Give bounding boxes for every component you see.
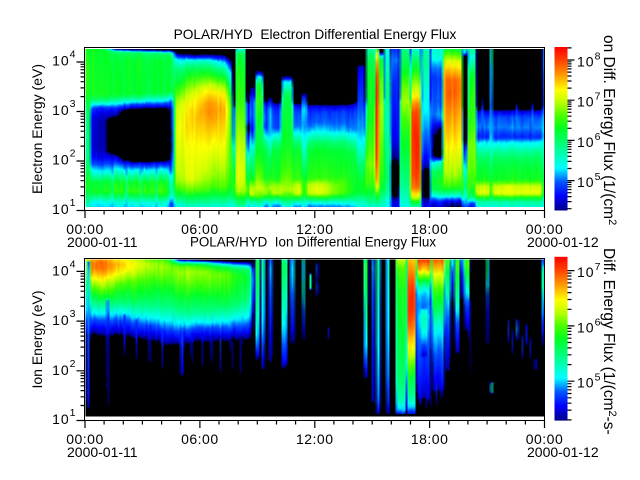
svg-text:00:00: 00:00 bbox=[526, 431, 564, 447]
svg-text:POLAR/HYD Ion Differential En: POLAR/HYD Ion Differential Energy Flux bbox=[190, 235, 436, 250]
svg-text:Electron Energy (eV): Electron Energy (eV) bbox=[29, 64, 45, 194]
svg-text:06:00: 06:00 bbox=[181, 221, 219, 237]
svg-text:2000-01-12: 2000-01-12 bbox=[527, 444, 599, 460]
svg-text:101: 101 bbox=[52, 197, 76, 217]
svg-text:POLAR/HYD Electron Differenti: POLAR/HYD Electron Differential Energy F… bbox=[174, 27, 457, 42]
svg-text:2000-01-11: 2000-01-11 bbox=[67, 444, 138, 460]
svg-text:106: 106 bbox=[577, 131, 601, 150]
svg-text:Diff. Energy Flux (1/(cm2-s-: Diff. Energy Flux (1/(cm2-s- bbox=[600, 248, 618, 435]
svg-text:on Diff. Energy Flux (1/(cm2: on Diff. Energy Flux (1/(cm2 bbox=[600, 35, 618, 225]
svg-text:00:00: 00:00 bbox=[66, 221, 104, 237]
svg-text:103: 103 bbox=[52, 98, 76, 118]
svg-text:2000-01-11: 2000-01-11 bbox=[67, 234, 138, 250]
svg-text:102: 102 bbox=[52, 358, 76, 378]
svg-text:104: 104 bbox=[52, 49, 76, 69]
svg-text:00:00: 00:00 bbox=[66, 431, 104, 447]
svg-text:108: 108 bbox=[577, 51, 601, 70]
svg-text:Ion Energy (eV): Ion Energy (eV) bbox=[29, 290, 45, 388]
svg-text:18:00: 18:00 bbox=[411, 221, 449, 237]
svg-text:106: 106 bbox=[577, 316, 601, 335]
svg-text:107: 107 bbox=[577, 261, 601, 280]
svg-text:107: 107 bbox=[577, 91, 601, 110]
svg-text:12:00: 12:00 bbox=[296, 221, 334, 237]
svg-text:00:00: 00:00 bbox=[526, 221, 564, 237]
svg-text:101: 101 bbox=[52, 407, 76, 427]
svg-text:12:00: 12:00 bbox=[296, 431, 334, 447]
svg-text:2000-01-12: 2000-01-12 bbox=[527, 234, 599, 250]
svg-text:105: 105 bbox=[577, 171, 601, 190]
svg-text:06:00: 06:00 bbox=[181, 431, 219, 447]
svg-text:102: 102 bbox=[52, 148, 76, 168]
svg-text:105: 105 bbox=[577, 372, 601, 391]
svg-text:103: 103 bbox=[52, 308, 76, 328]
svg-text:104: 104 bbox=[52, 259, 76, 279]
svg-text:18:00: 18:00 bbox=[411, 431, 449, 447]
